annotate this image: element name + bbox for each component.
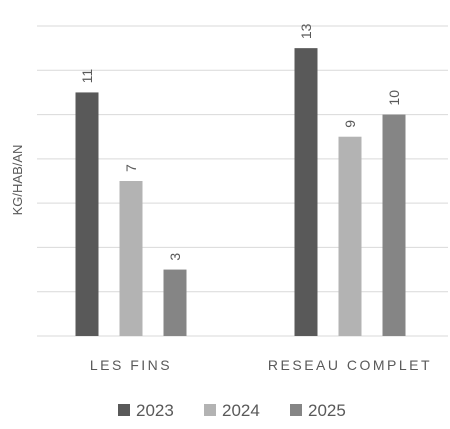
legend-swatch <box>118 404 130 416</box>
data-labels: 11 7 3 13 9 10 <box>79 23 402 260</box>
bar-les-fins-2024 <box>119 181 143 336</box>
legend-label: 2023 <box>136 401 174 420</box>
data-label: 13 <box>298 23 314 39</box>
data-label: 7 <box>123 164 139 172</box>
legend-label: 2024 <box>222 401 260 420</box>
legend-label: 2025 <box>308 401 346 420</box>
legend-swatch <box>290 404 302 416</box>
bar-reseau-complet-2023 <box>294 48 318 337</box>
bars <box>75 48 406 337</box>
x-axis: LES FINS RESEAU COMPLET <box>90 357 432 373</box>
bar-les-fins-2023 <box>75 92 99 336</box>
gridlines <box>37 25 448 337</box>
data-label: 11 <box>79 69 95 84</box>
x-tick-label: LES FINS <box>90 357 172 373</box>
data-label: 9 <box>342 120 358 128</box>
data-label: 3 <box>167 253 183 261</box>
legend-item-2025: 2025 <box>290 401 346 420</box>
bar-reseau-complet-2025 <box>382 114 406 336</box>
x-tick-label: RESEAU COMPLET <box>268 357 432 373</box>
legend-item-2024: 2024 <box>204 401 260 420</box>
legend-item-2023: 2023 <box>118 401 174 420</box>
bar-reseau-complet-2024 <box>338 136 362 336</box>
y-axis-label: KG/HAB/AN <box>10 145 25 216</box>
bar-les-fins-2025 <box>163 269 187 336</box>
legend: 2023 2024 2025 <box>118 401 346 420</box>
legend-swatch <box>204 404 216 416</box>
data-label: 10 <box>386 90 402 106</box>
